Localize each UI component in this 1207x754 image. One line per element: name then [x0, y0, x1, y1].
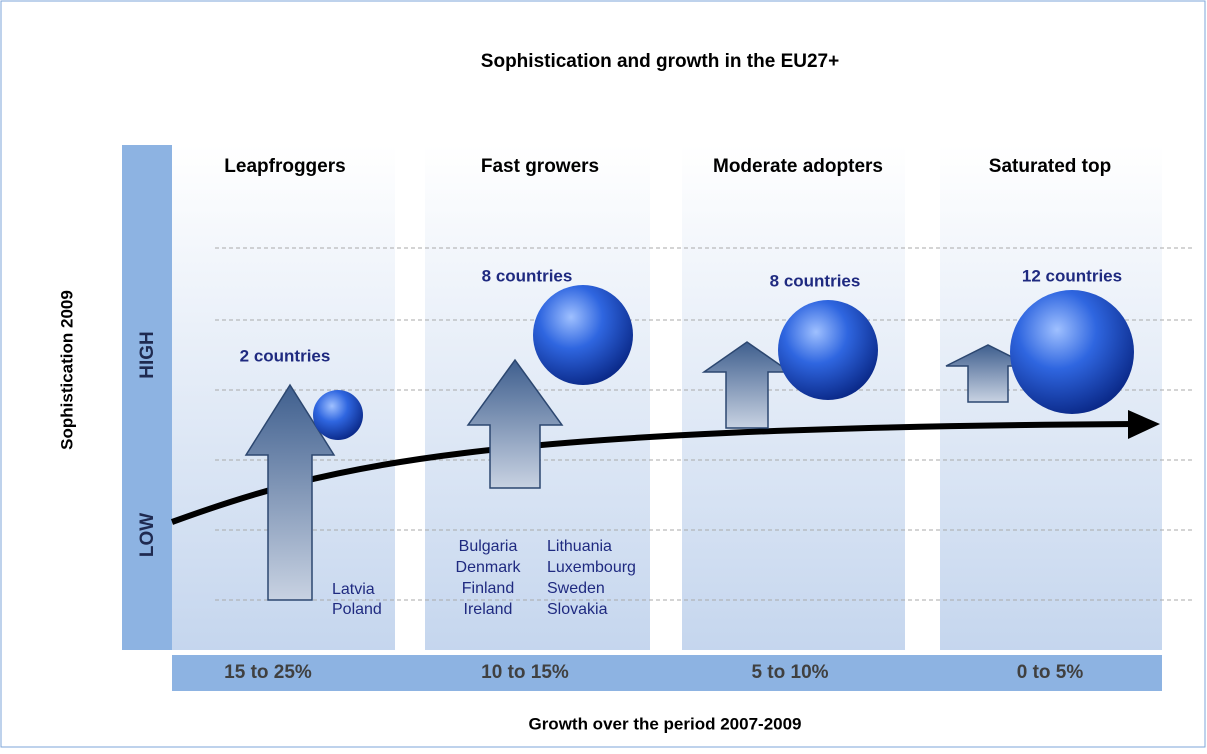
panel	[682, 145, 905, 650]
country-name: Finland	[462, 580, 514, 597]
sphere	[778, 300, 878, 400]
x-label: Growth over the period 2007-2009	[528, 714, 801, 733]
country-name: Lithuania	[547, 538, 612, 555]
country-name: Poland	[332, 601, 382, 618]
country-name: Slovakia	[547, 601, 608, 618]
growth-arrow	[244, 383, 336, 601]
sphere	[533, 285, 633, 385]
country-name: Ireland	[464, 601, 513, 618]
country-name: Bulgaria	[459, 538, 518, 555]
country-count: 8 countries	[482, 266, 573, 285]
country-name: Sweden	[547, 580, 605, 597]
y-bar	[122, 145, 172, 650]
country-name: Denmark	[456, 559, 522, 576]
growth-range: 0 to 5%	[1017, 662, 1084, 683]
country-count: 8 countries	[770, 271, 861, 290]
x-bar	[172, 655, 1162, 691]
country-count: 12 countries	[1022, 266, 1122, 285]
country-name: Latvia	[332, 581, 375, 598]
growth-range: 5 to 10%	[751, 662, 828, 683]
column-title: Saturated top	[989, 156, 1111, 177]
sphere	[313, 390, 363, 440]
column-title: Fast growers	[481, 156, 599, 177]
high-label: HIGH	[137, 331, 158, 379]
growth-arrow	[945, 344, 1031, 403]
title: Sophistication and growth in the EU27+	[481, 51, 839, 72]
low-label: LOW	[137, 513, 158, 557]
growth-arrow	[701, 341, 793, 429]
trend-head	[1128, 410, 1160, 439]
trend-curve	[170, 421, 1136, 525]
growth-arrow	[466, 358, 564, 489]
column-title: Leapfroggers	[224, 156, 345, 177]
growth-range: 10 to 15%	[481, 662, 569, 683]
sphere	[1010, 290, 1134, 414]
country-name: Luxembourg	[547, 559, 636, 576]
growth-range: 15 to 25%	[224, 662, 312, 683]
column-title: Moderate adopters	[713, 156, 883, 177]
y-label: Sophistication 2009	[57, 290, 76, 450]
country-count: 2 countries	[240, 346, 331, 365]
